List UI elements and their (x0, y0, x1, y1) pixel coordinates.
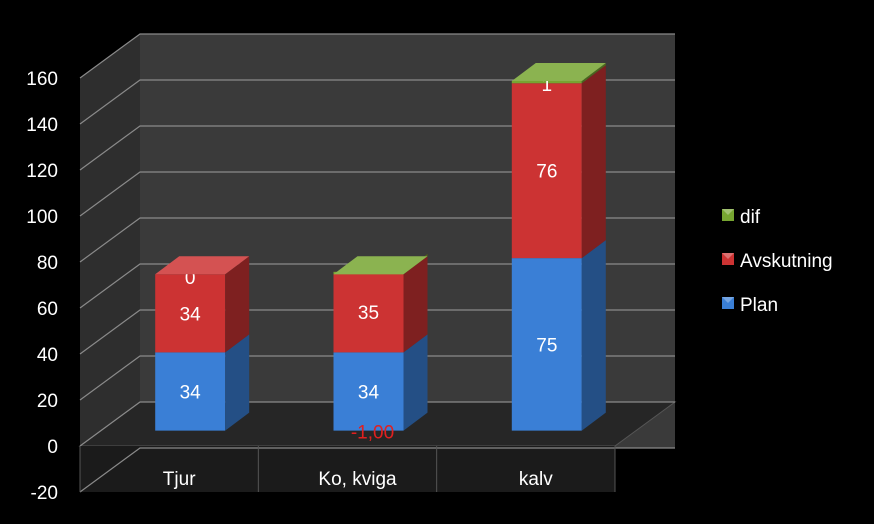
legend-swatch-highlight (722, 209, 734, 215)
y-tick-label: 120 (26, 161, 58, 182)
gridline (79, 79, 675, 125)
gridline (79, 263, 675, 309)
bar-top-cap (333, 256, 428, 275)
y-tick-label: 60 (37, 299, 58, 320)
bar-segment-side (403, 334, 428, 431)
bar-segment (511, 81, 582, 84)
data-label: 34 (180, 304, 202, 325)
legend-label: Avskutning (740, 251, 833, 272)
bar-segment-side (225, 256, 250, 353)
gridline (79, 171, 675, 217)
chart-floor-front (80, 446, 615, 492)
bar-segment (511, 258, 582, 431)
bar-segment-side (581, 240, 606, 431)
y-tick-label: 160 (26, 69, 58, 90)
chart-side-wall (80, 34, 140, 492)
y-tick-label: -20 (31, 483, 58, 504)
data-label: 76 (536, 162, 557, 183)
bar-segment-side (581, 65, 606, 259)
bar-segment (333, 271, 404, 353)
bar-top-cap (511, 63, 606, 81)
category-label: kalv (519, 469, 553, 490)
data-label: 1 (542, 75, 553, 96)
legend-swatch-highlight (722, 297, 734, 303)
bar-segment-side (403, 253, 428, 353)
legend-label: Plan (740, 295, 778, 316)
legend-label: dif (740, 207, 761, 228)
legend-swatch-highlight (722, 253, 734, 259)
data-label: 34 (358, 383, 380, 404)
category-label: Ko, kviga (318, 469, 397, 490)
data-label: 0 (185, 268, 196, 289)
bar-segment (155, 274, 226, 353)
data-label: -1,00 (351, 423, 394, 444)
y-tick-label: 20 (37, 391, 58, 412)
y-tick-label: 0 (47, 437, 58, 458)
bar-segment-side (225, 334, 250, 431)
gridline (79, 447, 675, 493)
bar-top-cap (155, 256, 250, 275)
y-tick-label: 40 (37, 345, 58, 366)
y-tick-label: 140 (26, 115, 58, 136)
data-label: 34 (180, 383, 202, 404)
bar-segment-side (581, 63, 606, 84)
gridline (79, 125, 675, 171)
bar-segment (155, 352, 226, 431)
gridline (79, 401, 675, 447)
y-tick-label: 80 (37, 253, 58, 274)
gridline (79, 309, 675, 355)
gridline (79, 355, 675, 401)
data-label: 75 (536, 335, 557, 356)
bar-segment (511, 83, 582, 259)
bar-segment (333, 352, 404, 431)
category-label: Tjur (163, 469, 196, 490)
gridline (79, 217, 675, 263)
gridline (79, 33, 675, 79)
data-label: 35 (358, 303, 379, 324)
y-tick-label: 100 (26, 207, 58, 228)
